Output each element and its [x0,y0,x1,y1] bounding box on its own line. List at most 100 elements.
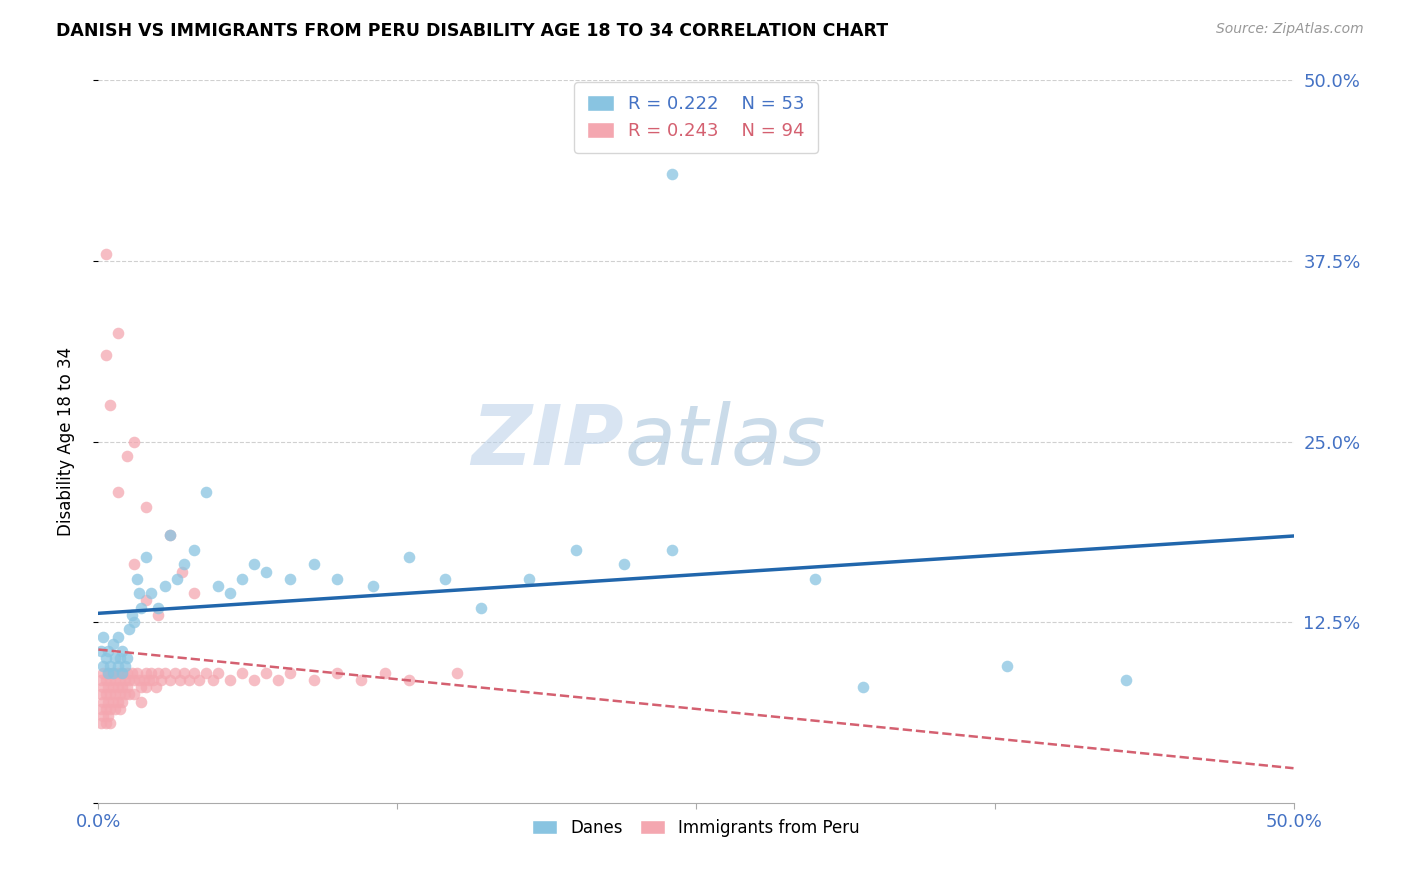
Point [101,665,124,680]
Point [139,586,162,600]
Point [135,550,157,565]
Legend: Danes, Immigrants from Peru: Danes, Immigrants from Peru [524,810,868,845]
Point [195,665,218,680]
Point [90,687,112,701]
Point [131,695,153,709]
Point [278,572,301,586]
Point [121,607,143,622]
Point [517,572,540,586]
Point [446,665,468,680]
Point [94,673,117,687]
Point [115,651,138,665]
Point [131,600,153,615]
Point [90,644,112,658]
Point [326,665,349,680]
Point [148,665,170,680]
Point [131,680,153,694]
Point [138,673,160,687]
Point [107,665,129,680]
Point [101,637,124,651]
Point [124,434,146,449]
Point [125,572,148,586]
Point [114,658,136,673]
Point [125,665,148,680]
Point [172,565,194,579]
Point [148,600,170,615]
Point [90,673,112,687]
Point [350,673,373,687]
Point [111,695,134,709]
Point [91,658,114,673]
Y-axis label: Disability Age 18 to 34: Disability Age 18 to 34 [56,347,75,536]
Point [804,572,827,586]
Point [132,673,155,687]
Point [163,665,186,680]
Point [565,542,588,557]
Point [114,687,136,701]
Point [207,579,229,593]
Point [278,665,301,680]
Point [179,673,201,687]
Point [101,680,124,694]
Point [139,665,162,680]
Point [91,680,114,694]
Point [995,658,1018,673]
Point [661,167,683,181]
Text: DANISH VS IMMIGRANTS FROM PERU DISABILITY AGE 18 TO 34 CORRELATION CHART: DANISH VS IMMIGRANTS FROM PERU DISABILIT… [56,22,889,40]
Point [108,651,131,665]
Point [434,572,457,586]
Point [302,558,325,572]
Point [135,500,157,514]
Point [91,630,114,644]
Point [97,709,120,723]
Point [124,615,146,630]
Point [398,673,420,687]
Point [183,542,205,557]
Point [107,630,129,644]
Point [94,348,117,362]
Point [159,528,181,542]
Point [124,673,146,687]
Point [159,528,181,542]
Point [124,687,146,701]
Text: atlas: atlas [624,401,825,482]
Point [115,680,138,694]
Point [243,558,266,572]
Point [98,398,122,412]
Text: ZIP: ZIP [471,401,624,482]
Point [219,586,242,600]
Point [101,665,124,680]
Point [148,607,170,622]
Point [97,680,120,694]
Point [135,665,157,680]
Point [94,246,117,260]
Point [183,586,205,600]
Point [145,680,167,694]
Point [254,565,277,579]
Point [90,702,112,716]
Point [108,673,131,687]
Point [219,673,242,687]
Text: Source: ZipAtlas.com: Source: ZipAtlas.com [1216,22,1364,37]
Point [118,687,141,701]
Point [195,485,218,500]
Point [108,687,131,701]
Point [124,558,146,572]
Point [104,673,127,687]
Point [98,673,122,687]
Point [94,716,117,731]
Point [97,695,120,709]
Point [149,673,172,687]
Point [231,572,253,586]
Point [363,579,385,593]
Point [613,558,636,572]
Point [91,695,114,709]
Point [121,665,143,680]
Point [118,673,141,687]
Point [118,623,141,637]
Point [470,600,492,615]
Point [107,680,129,694]
Point [101,695,124,709]
Point [107,326,129,340]
Point [169,673,191,687]
